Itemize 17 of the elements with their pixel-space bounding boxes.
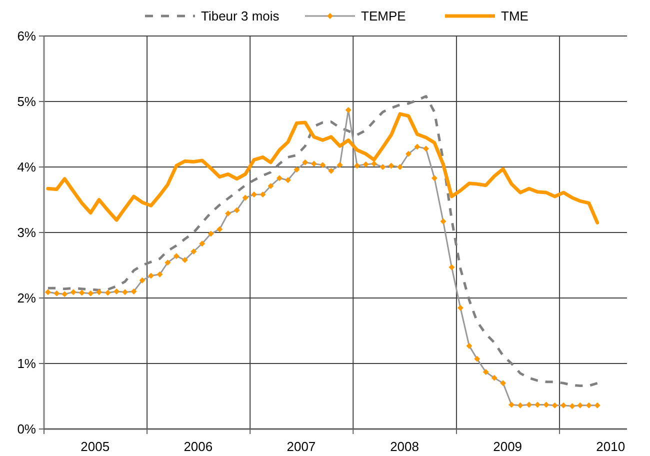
y-tick-label: 3%	[17, 225, 36, 240]
x-tick-label: 2007	[286, 439, 316, 454]
x-tick-label: 2005	[80, 439, 110, 454]
y-tick-label: 6%	[17, 28, 36, 44]
x-tick-label: 2010	[596, 439, 626, 454]
x-tick-label: 2008	[390, 439, 419, 454]
y-tick-label: 4%	[17, 160, 36, 175]
y-tick-label: 5%	[17, 94, 36, 110]
legend-label: TME	[501, 8, 529, 24]
y-tick-label: 1%	[17, 356, 36, 372]
line-series	[46, 112, 600, 224]
legend-label: TEMPE	[361, 8, 406, 24]
legend-label: Tibeur 3 mois	[201, 8, 280, 24]
x-tick-label: 2009	[493, 439, 522, 454]
y-tick-label: 2%	[17, 290, 36, 306]
y-tick-label: 0%	[17, 422, 36, 437]
x-tick-label: 2006	[184, 439, 213, 454]
